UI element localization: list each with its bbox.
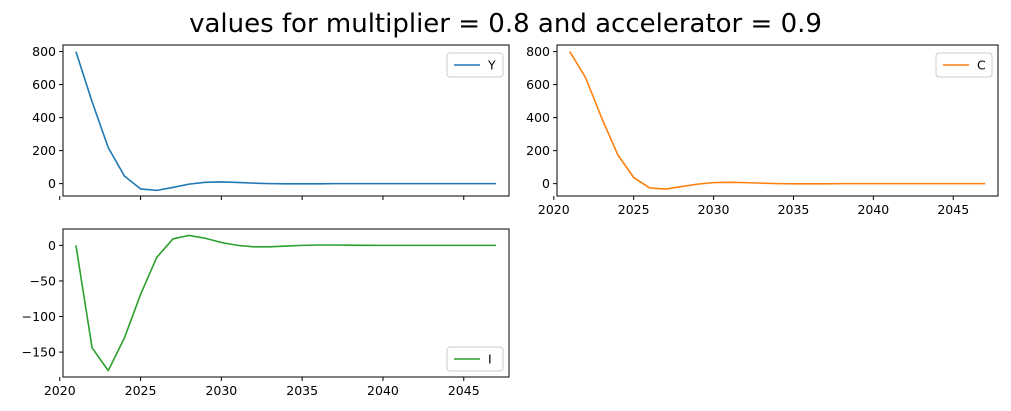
- x-tick-label: 2045: [937, 202, 969, 217]
- series-line-c: [569, 51, 986, 190]
- figure-title: values for multiplier = 0.8 and accelera…: [189, 9, 822, 39]
- y-tick-label: 800: [32, 44, 56, 59]
- y-tick-label: 400: [32, 110, 56, 125]
- legend-c: C: [935, 52, 993, 78]
- y-tick-label: 0: [48, 238, 56, 253]
- series-line-i: [75, 234, 497, 372]
- x-tick-label: 2030: [205, 383, 237, 398]
- legend-y: Y: [446, 52, 504, 78]
- subplot-y: 0 200 400 600 800 Y: [32, 44, 510, 200]
- axes-frame-y: [62, 44, 510, 197]
- legend-label: Y: [487, 58, 496, 73]
- series-line-y: [75, 51, 497, 192]
- legend-i: I: [446, 346, 504, 372]
- x-tick-label: 2020: [538, 202, 570, 217]
- axes-frame-i: [62, 228, 510, 378]
- x-tick-label: 2045: [448, 383, 480, 398]
- x-tick-label: 2040: [367, 383, 399, 398]
- axes-frame-c: [556, 44, 999, 197]
- y-tick-label: 0: [48, 176, 56, 191]
- x-tick-label: 2035: [778, 202, 810, 217]
- x-tick-label: 2025: [125, 383, 157, 398]
- x-tick-label: 2020: [44, 383, 76, 398]
- y-tick-label: −50: [30, 273, 56, 288]
- subplot-i: 2020 2025 2030 2035 2040 2045 −150 −100 −50 0 I: [22, 228, 510, 398]
- y-tick-label: 200: [526, 143, 550, 158]
- y-tick-label: 600: [32, 77, 56, 92]
- x-tick-label: 2030: [698, 202, 730, 217]
- y-tick-label: −150: [22, 345, 56, 360]
- x-tick-label: 2035: [286, 383, 318, 398]
- y-tick-label: 800: [526, 44, 550, 59]
- legend-label: C: [977, 58, 986, 73]
- y-tick-label: 0: [542, 176, 550, 191]
- x-tick-label: 2040: [857, 202, 889, 217]
- y-tick-label: 200: [32, 143, 56, 158]
- y-tick-label: 600: [526, 77, 550, 92]
- y-tick-label: −100: [22, 309, 56, 324]
- x-tick-label: 2025: [618, 202, 650, 217]
- y-tick-label: 400: [526, 110, 550, 125]
- subplot-c: 2020 2025 2030 2035 2040 2045 0 200 400 600 800 C: [526, 44, 999, 217]
- legend-label: I: [488, 352, 492, 367]
